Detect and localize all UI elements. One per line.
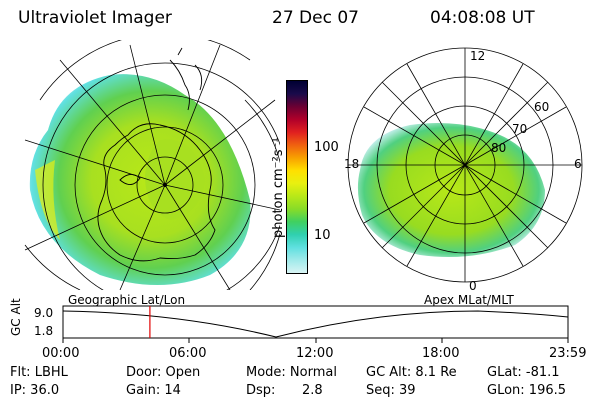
gain-info: Gain: 14 (126, 383, 181, 398)
alt-tick-9: 9.0 (34, 306, 54, 320)
subsatellite-point (163, 183, 167, 187)
mode-info: Mode: Normal (246, 365, 337, 380)
geographic-map (24, 40, 280, 290)
aurora-emission-right (357, 122, 545, 258)
mlt-label-0: 0 (469, 279, 477, 293)
altitude-curve (62, 310, 569, 338)
mlat-mlt-grid (347, 47, 583, 283)
gc-alt-axis-label: GC Alt (9, 298, 23, 336)
glat-info: GLat: -81.1 (487, 365, 560, 380)
time-tick-1800: 18:00 (422, 346, 460, 361)
door-info: Door: Open (126, 365, 201, 380)
colorbar-unit-label: photon cm⁻²s⁻¹ (271, 137, 286, 238)
mlat-label-80: 80 (491, 141, 506, 155)
dsp-value: 2.8 (302, 383, 323, 398)
mlat-label-70: 70 (512, 122, 527, 136)
date: 27 Dec 07 (272, 8, 359, 28)
mlt-label-12: 12 (470, 49, 485, 63)
antarctica-coastline (97, 47, 216, 262)
colorbar-tick-10: 10 (314, 228, 331, 243)
gc-alt-info: GC Alt: 8.1 Re (366, 365, 457, 380)
colorbar (286, 80, 308, 274)
lat-lon-grid (24, 40, 280, 290)
magnetic-map: 12 18 6 0 60 70 80 (344, 47, 583, 293)
dsp-label: Dsp: (246, 383, 276, 398)
seq-info: Seq: 39 (366, 383, 416, 398)
time: 04:08:08 UT (430, 8, 535, 28)
time-tick-0600: 06:00 (169, 346, 207, 361)
alt-tick-1-8: 1.8 (34, 324, 54, 338)
time-tick-2359: 23:59 (549, 346, 587, 361)
time-tick-1200: 12:00 (296, 346, 334, 361)
mlt-label-18: 18 (344, 157, 359, 171)
apex-projection-label: Apex MLat/MLT (424, 293, 514, 307)
x-ticks (62, 338, 569, 343)
aurora-emission-left (29, 74, 251, 285)
time-tick-0000: 00:00 (42, 346, 80, 361)
glon-info: GLon: 196.5 (487, 383, 567, 398)
geographic-projection-label: Geographic Lat/Lon (68, 293, 186, 307)
ip-info: IP: 36.0 (10, 383, 60, 398)
mlt-label-6: 6 (574, 157, 582, 171)
orbit-altitude-plot (62, 305, 569, 343)
filter-info: Flt: LBHL (10, 365, 68, 380)
title: Ultraviolet Imager (18, 8, 172, 28)
mlat-label-60: 60 (534, 100, 549, 114)
colorbar-tick-100: 100 (314, 140, 339, 155)
